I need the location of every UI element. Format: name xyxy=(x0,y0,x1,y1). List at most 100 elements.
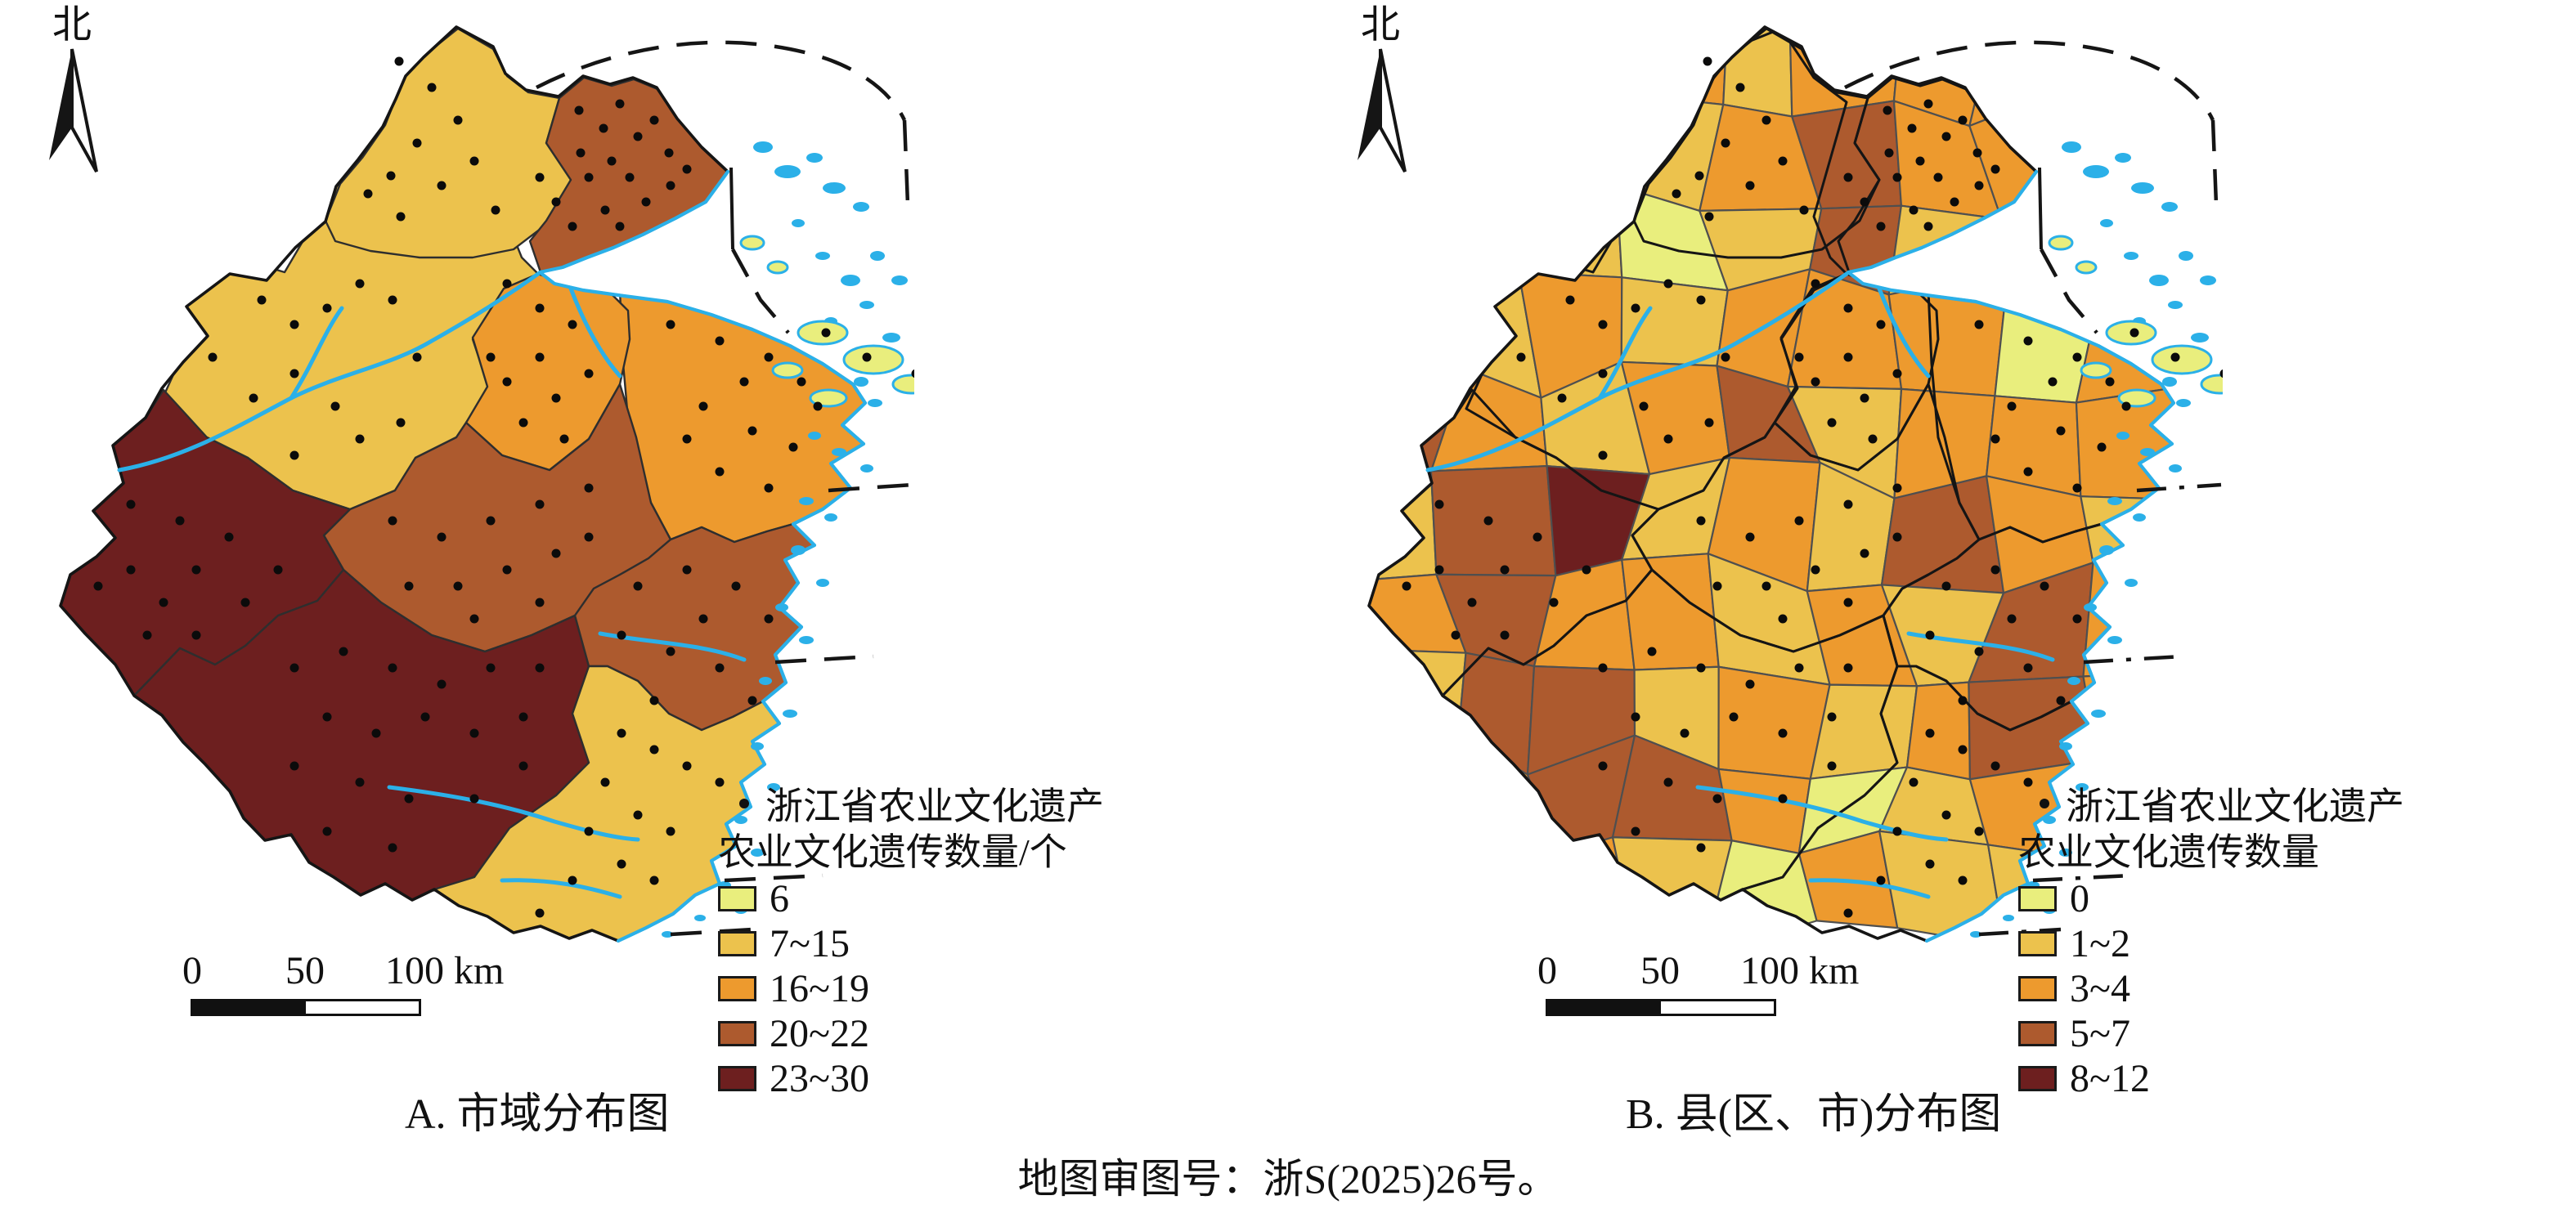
heritage-site-dot xyxy=(600,777,610,787)
legend-title: 农业文化遗传数量 xyxy=(2018,831,2319,873)
heritage-site-dot xyxy=(1811,377,1820,387)
north-indicator: 北 xyxy=(1331,3,1429,182)
legend-class-row: 1~2 xyxy=(2018,921,2404,966)
heritage-site-dot xyxy=(1974,181,1984,190)
boundary-line xyxy=(729,167,734,250)
maritime-boundary xyxy=(731,248,790,334)
heritage-site-dot xyxy=(1582,565,1591,575)
heritage-site-dot xyxy=(191,565,201,575)
county-cell xyxy=(1369,862,1465,937)
legend-point-label: 浙江省农业文化遗产 xyxy=(2066,786,2404,827)
scale-bar-white-segment xyxy=(1661,1001,1774,1014)
heritage-site-dot xyxy=(1860,393,1869,403)
heritage-site-dot xyxy=(617,859,626,869)
heritage-site-dot xyxy=(551,197,561,207)
heritage-site-dot xyxy=(1778,728,1788,738)
heritage-site-dot xyxy=(1696,663,1706,673)
heritage-site-dot xyxy=(1909,205,1919,215)
county-cell xyxy=(1369,118,1446,218)
heritage-site-dot xyxy=(469,794,479,804)
heritage-site-dot xyxy=(371,728,381,738)
heritage-site-dot xyxy=(1990,565,2000,575)
county-cell xyxy=(1611,836,1733,941)
heritage-site-dot xyxy=(2023,663,2033,673)
island-county xyxy=(2075,260,2098,275)
island xyxy=(868,399,882,407)
island xyxy=(2200,275,2216,285)
heritage-site-dot xyxy=(437,532,447,542)
heritage-site-dot xyxy=(502,279,512,289)
heritage-site-dot xyxy=(427,83,437,92)
heritage-site-dot xyxy=(469,156,479,166)
heritage-site-dot xyxy=(1745,679,1755,689)
island-county xyxy=(2200,374,2223,395)
heritage-site-dot xyxy=(2121,401,2131,411)
north-arrow-icon xyxy=(1358,48,1407,172)
heritage-site-dot xyxy=(1907,123,1917,133)
island xyxy=(751,849,764,857)
legend-class-label: 8~12 xyxy=(2070,1056,2150,1100)
heritage-site-dot xyxy=(747,696,757,705)
legend-swatch xyxy=(718,976,756,1001)
county-cell xyxy=(1620,276,1729,367)
heritage-site-dot xyxy=(1925,859,1935,869)
island xyxy=(806,153,823,163)
heritage-site-dot xyxy=(1533,532,1542,542)
heritage-site-dot xyxy=(1598,450,1608,460)
heritage-site-dot xyxy=(1639,401,1649,411)
heritage-site-dot xyxy=(535,908,545,918)
heritage-site-dot xyxy=(1565,295,1575,305)
maritime-boundary xyxy=(2032,873,2132,883)
scale-bar-graphic xyxy=(1546,999,1776,1016)
heritage-site-dot xyxy=(1598,663,1608,673)
map-a-choropleth xyxy=(59,25,914,943)
river xyxy=(289,306,344,401)
island-county xyxy=(2048,235,2074,251)
heritage-site-dot xyxy=(1843,663,1853,673)
island-county xyxy=(2080,361,2112,379)
heritage-site-dot xyxy=(1876,320,1886,329)
maritime-boundary xyxy=(535,40,907,121)
heritage-site-dot xyxy=(731,581,741,591)
heritage-site-dot xyxy=(568,222,577,231)
legend-class-label: 5~7 xyxy=(2070,1011,2130,1055)
heritage-site-dot xyxy=(551,549,561,558)
legend-class-label: 3~4 xyxy=(2070,966,2130,1010)
heritage-site-dot xyxy=(615,99,625,109)
island-county xyxy=(771,361,804,379)
island xyxy=(767,783,780,791)
heritage-site-dot xyxy=(2048,377,2058,387)
heritage-site-dot xyxy=(535,303,545,313)
heritage-site-dot xyxy=(1958,745,1968,755)
heritage-site-dot xyxy=(2056,696,2066,705)
heritage-site-dot xyxy=(821,328,831,338)
county-cell xyxy=(2068,86,2174,213)
heritage-site-dot xyxy=(535,499,545,509)
heritage-site-dot xyxy=(747,426,757,436)
heritage-site-dot xyxy=(1909,777,1919,787)
legend-class-row: 0 xyxy=(2018,876,2404,921)
heritage-site-dot xyxy=(142,630,152,640)
heritage-site-dot xyxy=(486,352,496,362)
heritage-site-dot xyxy=(1631,303,1640,313)
island-county xyxy=(891,374,914,395)
heritage-site-dot xyxy=(1729,712,1739,722)
heritage-site-dot xyxy=(1892,532,1902,542)
heritage-site-dot xyxy=(698,614,708,624)
island-county xyxy=(739,235,765,251)
legend-class-row: 7~15 xyxy=(718,921,1104,966)
island xyxy=(2124,252,2138,260)
river xyxy=(1597,306,1653,401)
heritage-site-dot xyxy=(502,565,512,575)
heritage-site-dot xyxy=(1549,598,1559,607)
island xyxy=(751,742,764,750)
river xyxy=(1877,286,1931,378)
island xyxy=(775,603,788,611)
county-cell xyxy=(2094,182,2174,312)
heritage-site-dot xyxy=(1915,156,1925,166)
heritage-site-dot xyxy=(584,172,594,182)
county-cell xyxy=(1429,464,1557,577)
scale-bar-white-segment xyxy=(306,1001,419,1014)
heritage-site-dot xyxy=(1745,181,1755,190)
scale-label-50: 50 xyxy=(285,949,325,992)
